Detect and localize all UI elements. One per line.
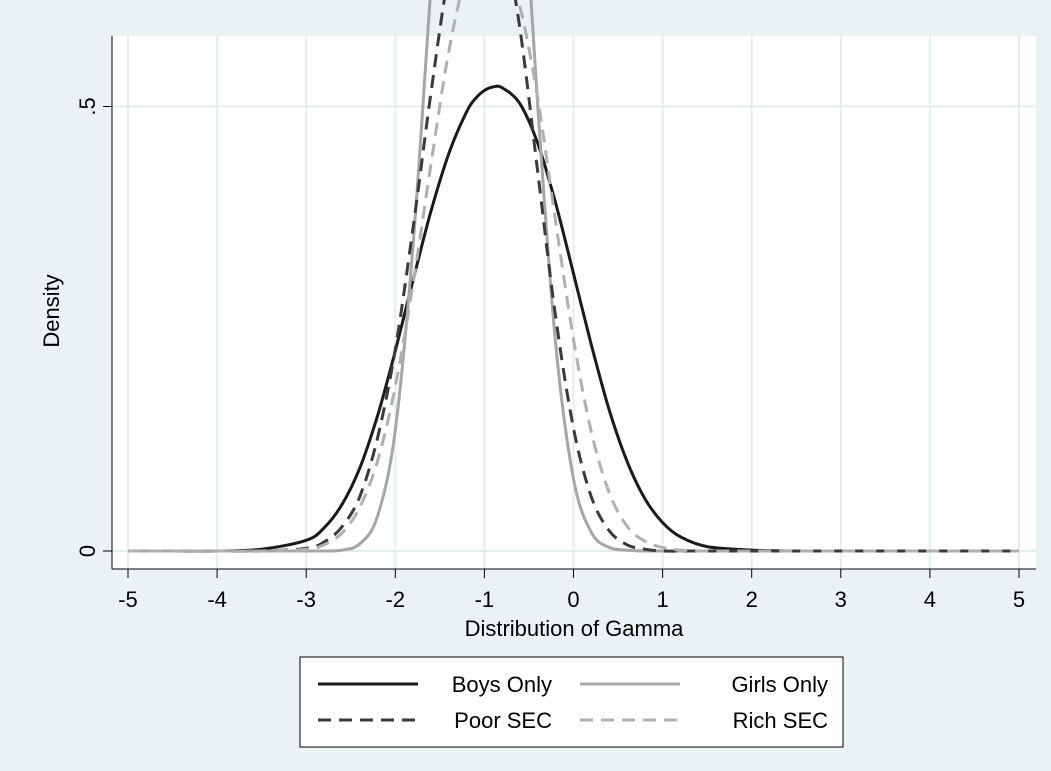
legend-label-girls-only: Girls Only	[731, 672, 828, 697]
x-tick-label: 4	[924, 587, 936, 612]
x-tick-label: 5	[1013, 587, 1025, 612]
x-tick-label: -4	[207, 587, 227, 612]
x-axis-label: Distribution of Gamma	[465, 616, 685, 641]
y-tick-label: 0	[75, 545, 100, 557]
y-axis-label: Density	[39, 274, 64, 347]
x-tick-label: 3	[835, 587, 847, 612]
x-tick-label: 0	[567, 587, 579, 612]
x-tick-label: -2	[386, 587, 406, 612]
legend-label-rich-sec: Rich SEC	[733, 708, 828, 733]
y-ticks: 0.51	[75, 0, 112, 557]
y-tick-label: .5	[75, 97, 100, 115]
legend-label-boys-only: Boys Only	[452, 672, 552, 697]
x-tick-label: -1	[475, 587, 495, 612]
legend-label-poor-sec: Poor SEC	[454, 708, 552, 733]
x-tick-label: -5	[118, 587, 138, 612]
legend: Boys Only Girls Only Poor SEC Rich SEC	[300, 657, 843, 747]
x-tick-label: -3	[296, 587, 316, 612]
x-tick-label: 2	[746, 587, 758, 612]
legend-box	[300, 657, 843, 747]
x-tick-label: 1	[656, 587, 668, 612]
x-ticks: -5 -4 -3 -2 -1 0 1 2 3 4 5	[118, 569, 1025, 612]
